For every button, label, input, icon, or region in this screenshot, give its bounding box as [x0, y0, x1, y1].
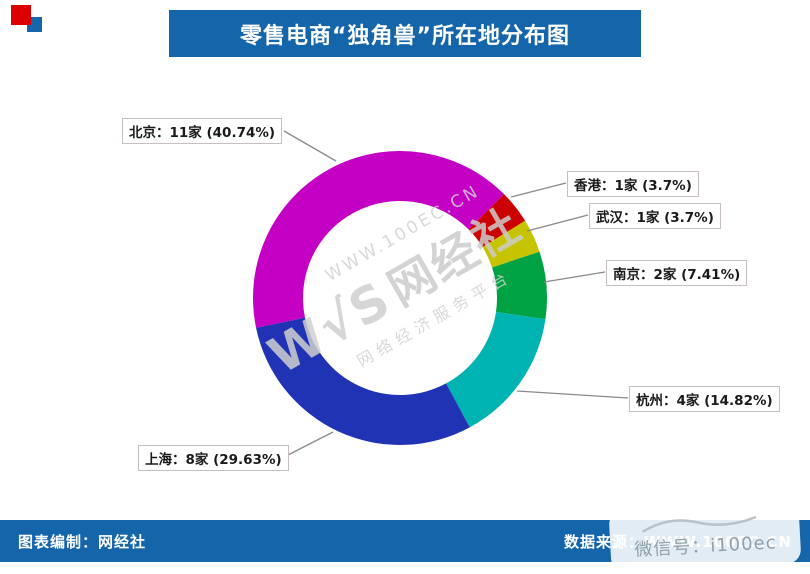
leader-lines: [283, 130, 629, 458]
donut-segment-武汉: [482, 220, 540, 268]
leader-line-shanghai: [283, 431, 334, 458]
leader-line-wuhan: [526, 214, 589, 232]
leader-line-hongkong: [510, 182, 567, 198]
donut-segments: [253, 151, 547, 445]
wechat-swoosh-icon: [642, 516, 757, 533]
wechat-sticker: 微信号：i100ec: [608, 501, 802, 573]
decor-red-square: [11, 5, 31, 25]
leader-line-beijing: [283, 130, 337, 162]
leader-line-hangzhou: [516, 390, 629, 399]
chart-label-nanjing: 南京：2家 (7.41%): [606, 260, 748, 286]
leader-line-nanjing: [543, 271, 606, 283]
donut-segment-杭州: [446, 312, 546, 428]
donut-segment-南京: [492, 251, 547, 320]
donut-segment-北京: [253, 151, 504, 328]
donut-segment-香港: [468, 194, 526, 248]
footer-credit: 图表编制：网经社: [18, 532, 147, 551]
title-banner: 零售电商“独角兽”所在地分布图: [169, 10, 641, 57]
chart-label-shanghai: 上海：8家 (29.63%): [138, 445, 289, 471]
chart-label-beijing: 北京：11家 (40.74%): [122, 118, 283, 144]
chart-label-hangzhou: 杭州：4家 (14.82%): [629, 386, 780, 412]
donut-segment-上海: [256, 317, 470, 445]
chart-label-hongkong: 香港：1家 (3.7%): [567, 171, 699, 197]
chart-label-wuhan: 武汉：1家 (3.7%): [589, 203, 721, 229]
page-title: 零售电商“独角兽”所在地分布图: [240, 23, 570, 49]
